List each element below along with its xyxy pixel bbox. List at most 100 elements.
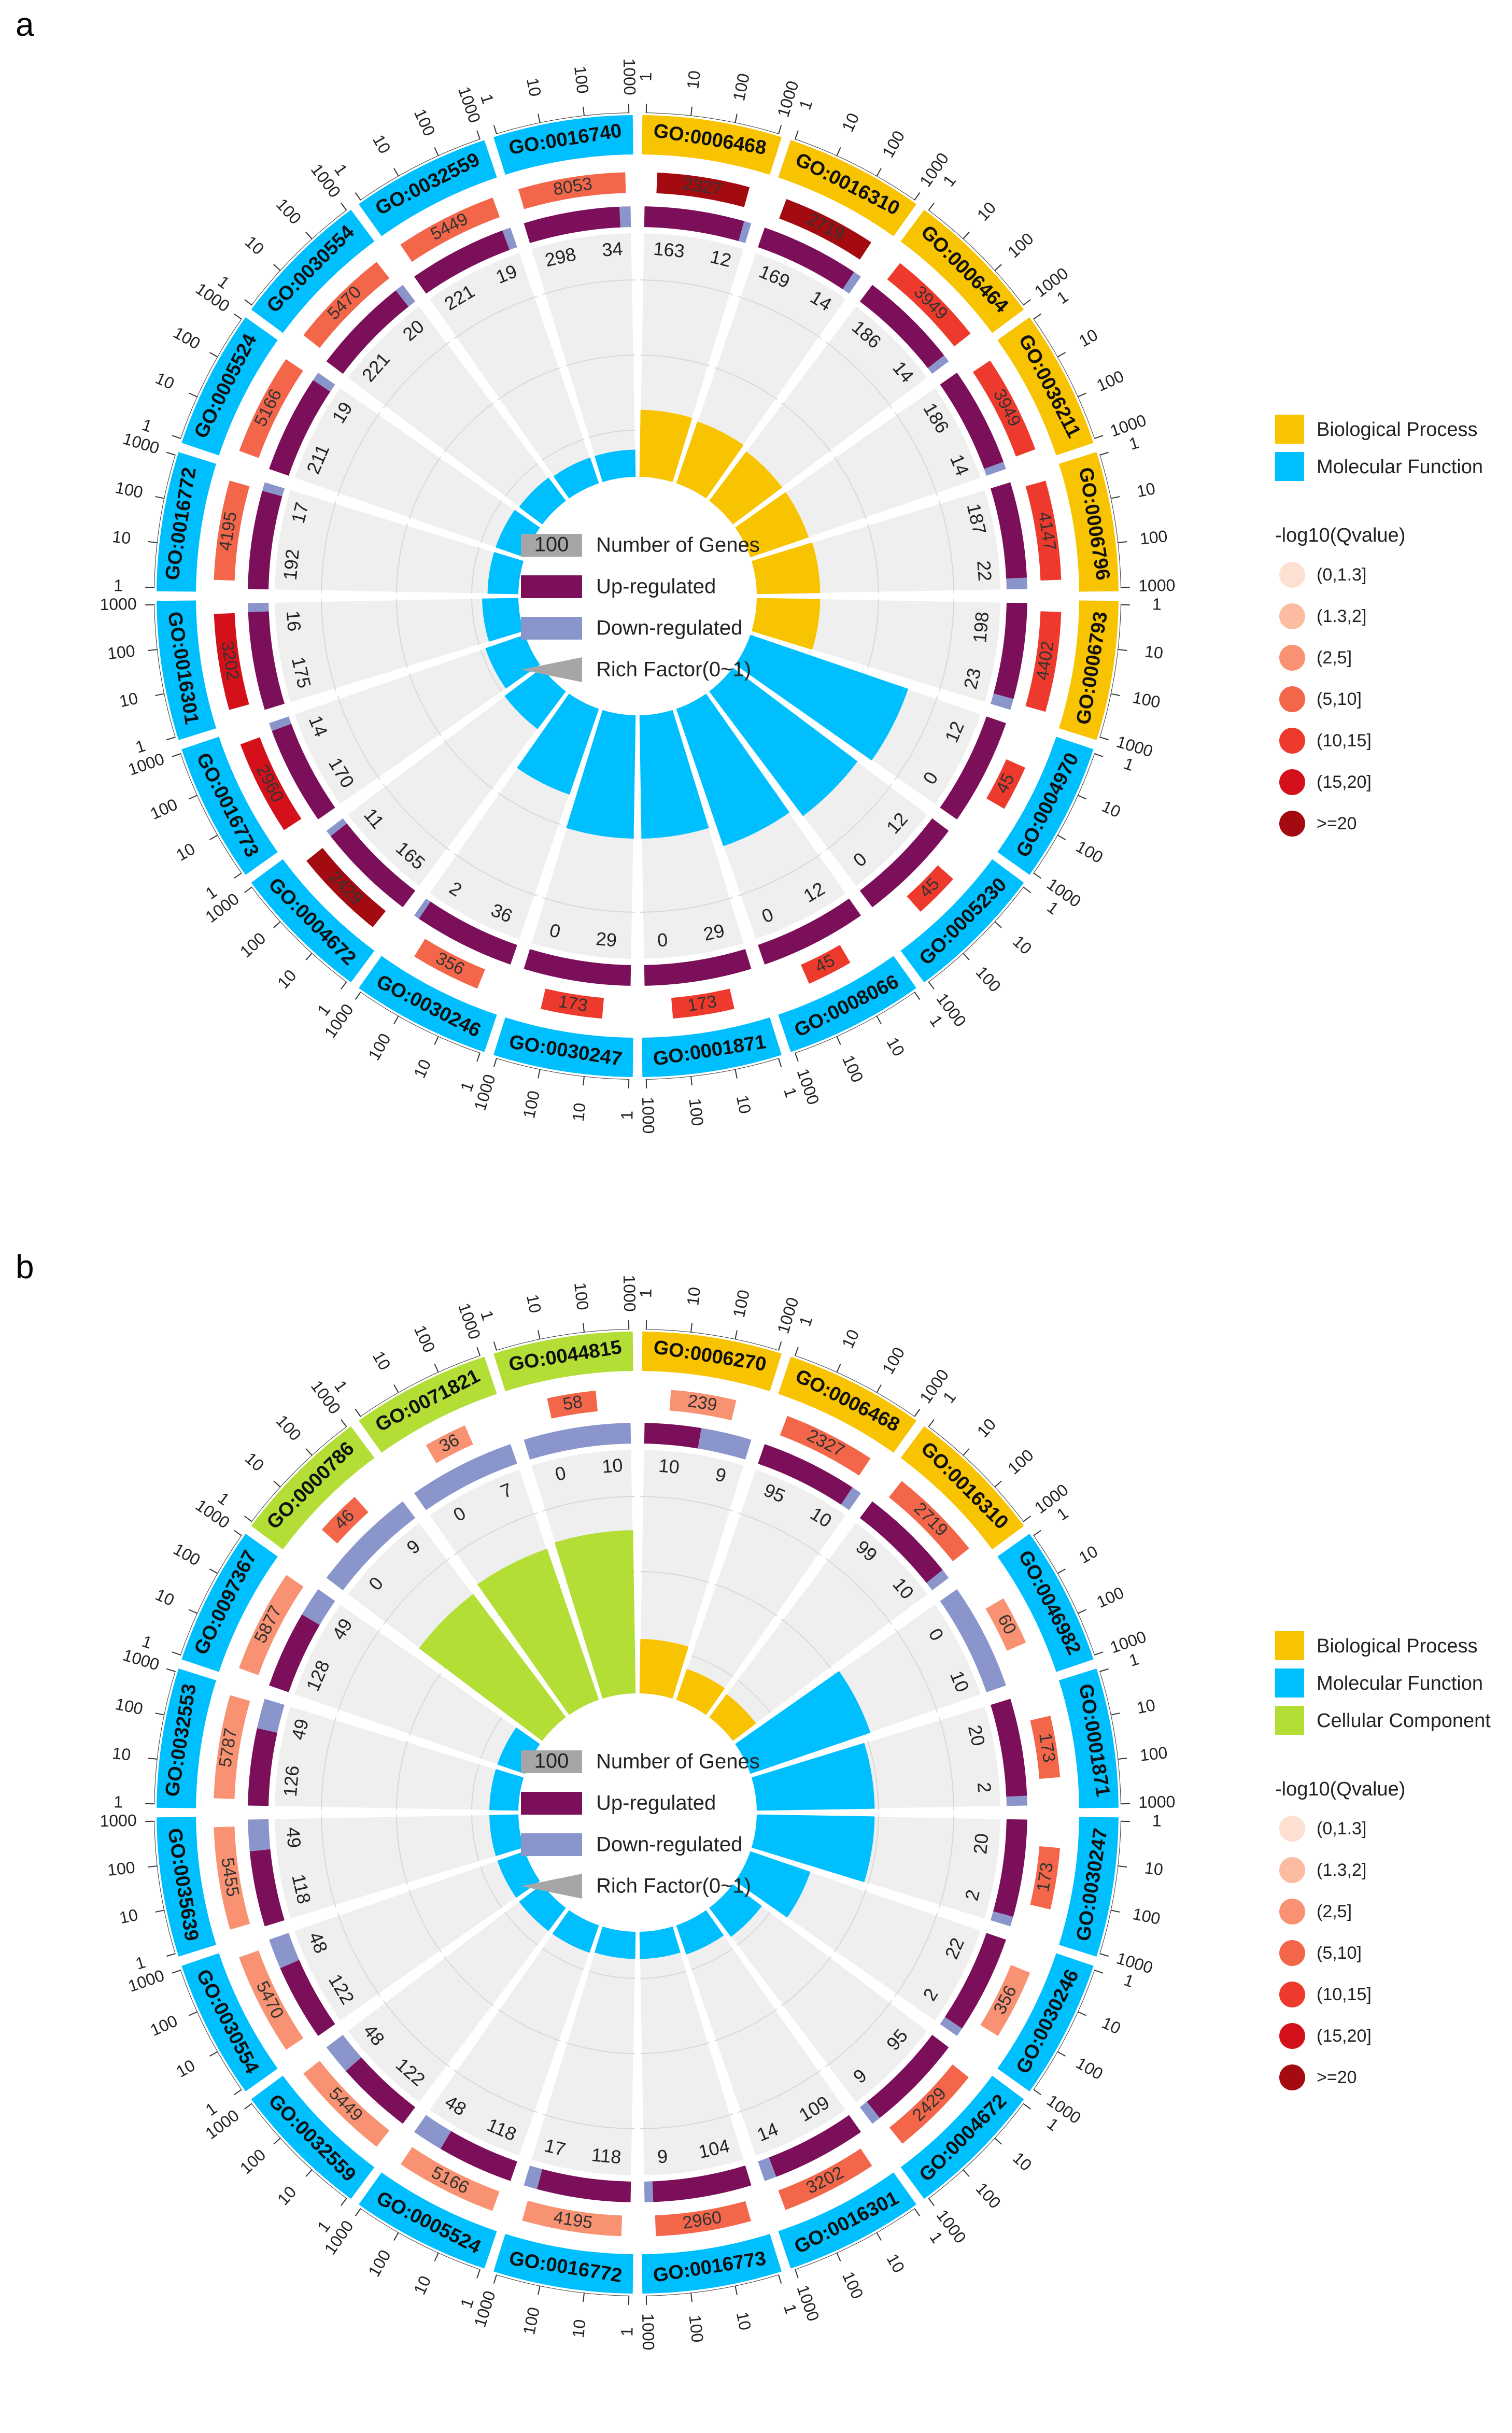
scale-tick-label: 100 xyxy=(839,2269,867,2301)
panel-label: a xyxy=(16,6,34,43)
scale-tick-label: 10 xyxy=(274,966,300,993)
go-term-block xyxy=(493,1332,633,1392)
scale-tick xyxy=(1057,1568,1066,1574)
scale-tick xyxy=(1077,1609,1086,1614)
qvalue-label: (15,20] xyxy=(1317,2026,1372,2046)
down-count-label: 49 xyxy=(287,1717,313,1742)
scale-tick-label: 1 xyxy=(114,1792,123,1811)
scale-tick xyxy=(690,106,693,116)
scale-tick xyxy=(476,1052,481,1062)
rich-factor-bar xyxy=(676,694,790,846)
scale-tick xyxy=(794,1052,799,1062)
total-genes-bar xyxy=(303,2060,390,2147)
scale-tick-label: 100 xyxy=(364,2246,394,2280)
up-regulated-bar xyxy=(419,901,517,965)
rich-factor-swatch xyxy=(521,657,582,682)
rich-factor-bar xyxy=(735,1851,811,1918)
rich-factor-bar xyxy=(595,449,636,483)
qvalue-label: (10,15] xyxy=(1317,1985,1372,2004)
genes-swatch xyxy=(521,1750,582,1773)
down-regulated-label: Down-regulated xyxy=(596,617,742,640)
up-regulated-bar xyxy=(993,602,1027,699)
scale-tick-label: 1000 xyxy=(1138,1792,1176,1812)
scale-tick-label: 10 xyxy=(733,2310,755,2332)
scale-tick-label: 100 xyxy=(364,1030,394,1063)
scale-tick-label: 100 xyxy=(519,1089,543,1120)
scale-tick-label: 1 xyxy=(477,92,498,106)
scale-tick-label: 1 xyxy=(1053,1504,1071,1524)
scale-tick xyxy=(209,834,218,840)
scale-tick xyxy=(778,1341,782,1351)
up-count-label: 126 xyxy=(279,1765,303,1798)
scale-tick-label: 10 xyxy=(733,1094,755,1115)
separator xyxy=(342,1880,543,2029)
total-genes-bar xyxy=(779,199,871,260)
scale-tick-label: 1 xyxy=(617,2327,636,2337)
scale-tick xyxy=(166,737,176,741)
scale-tick-label: 10 xyxy=(118,689,139,711)
total-genes-bar xyxy=(972,360,1036,457)
track-bg xyxy=(294,634,540,804)
go-term-block xyxy=(181,1534,278,1672)
scale-tick xyxy=(393,2232,399,2241)
scale-tick-label: 10 xyxy=(369,132,394,157)
scale-tick xyxy=(148,1865,158,1868)
track-bg xyxy=(709,1523,927,1741)
down-regulated-bar xyxy=(758,2157,776,2181)
go-term-block xyxy=(251,859,375,983)
up-count-label: 118 xyxy=(590,2144,622,2168)
scale-tick-label: 100 xyxy=(411,106,439,138)
qvalue-label: >=20 xyxy=(1317,2068,1357,2087)
qvalue-label: (10,15] xyxy=(1317,731,1372,751)
up-regulated-bar xyxy=(524,949,631,986)
legend-swatch xyxy=(1275,452,1304,481)
scale-tick xyxy=(493,2274,497,2284)
rich-factor-bar xyxy=(735,1671,871,1774)
scale-tick xyxy=(1077,2011,1086,2016)
scale-tick-label: 100 xyxy=(273,1411,305,1445)
scale-tick-label: 1 xyxy=(1152,1811,1162,1830)
scale-tick xyxy=(341,981,347,989)
rich-factor-label: Rich Factor(0~1) xyxy=(596,1875,751,1898)
down-regulated-bar xyxy=(991,1911,1013,1927)
total-genes-bar xyxy=(889,2064,969,2144)
go-term-block xyxy=(997,317,1094,456)
separator xyxy=(732,664,934,812)
scale-tick xyxy=(1110,693,1120,696)
up-regulated-bar xyxy=(440,2131,517,2181)
go-term-block xyxy=(778,956,916,1052)
scale-tick-label: 100 xyxy=(1139,527,1168,548)
total-genes-bar xyxy=(980,1965,1030,2036)
scale-tick xyxy=(189,1609,198,1614)
scale-tick-label: 100 xyxy=(1094,1583,1126,1611)
scale-tick xyxy=(476,2269,481,2279)
scale-tick-label: 100 xyxy=(114,1694,145,1718)
scale-tick-label: 100 xyxy=(685,2314,707,2343)
scale-tick xyxy=(476,1347,481,1356)
down-regulated-bar xyxy=(269,1933,300,1969)
go-term-block xyxy=(251,1426,375,1550)
total-genes-bar xyxy=(522,2200,623,2237)
scale-tick xyxy=(244,1516,252,1522)
scale-tick xyxy=(928,981,935,989)
scale-tick-label: 100 xyxy=(1131,1904,1162,1928)
track-bg xyxy=(348,668,566,886)
go-term-block xyxy=(359,140,497,236)
scale-tick-label: 1 xyxy=(457,2296,477,2311)
scale-tick xyxy=(836,1364,841,1373)
total-genes-bar xyxy=(214,480,250,581)
scale-tick-label: 100 xyxy=(729,72,753,103)
up-regulated-bar xyxy=(859,818,949,908)
qvalue-label: (15,20] xyxy=(1317,772,1372,792)
go-term-block xyxy=(181,1953,278,2091)
scale-tick-label: 10 xyxy=(410,2273,434,2297)
total-genes-bar xyxy=(778,2148,872,2210)
total-genes-bar xyxy=(426,1425,473,1463)
scale-tick-label: 1 xyxy=(139,1632,154,1652)
total-genes-bar xyxy=(1030,1846,1061,1909)
scale-tick xyxy=(538,2285,541,2295)
scale-tick-label: 1 xyxy=(1122,1970,1137,1991)
scale-tick xyxy=(355,992,361,1000)
qvalue-label: (5,10] xyxy=(1317,1943,1362,1963)
